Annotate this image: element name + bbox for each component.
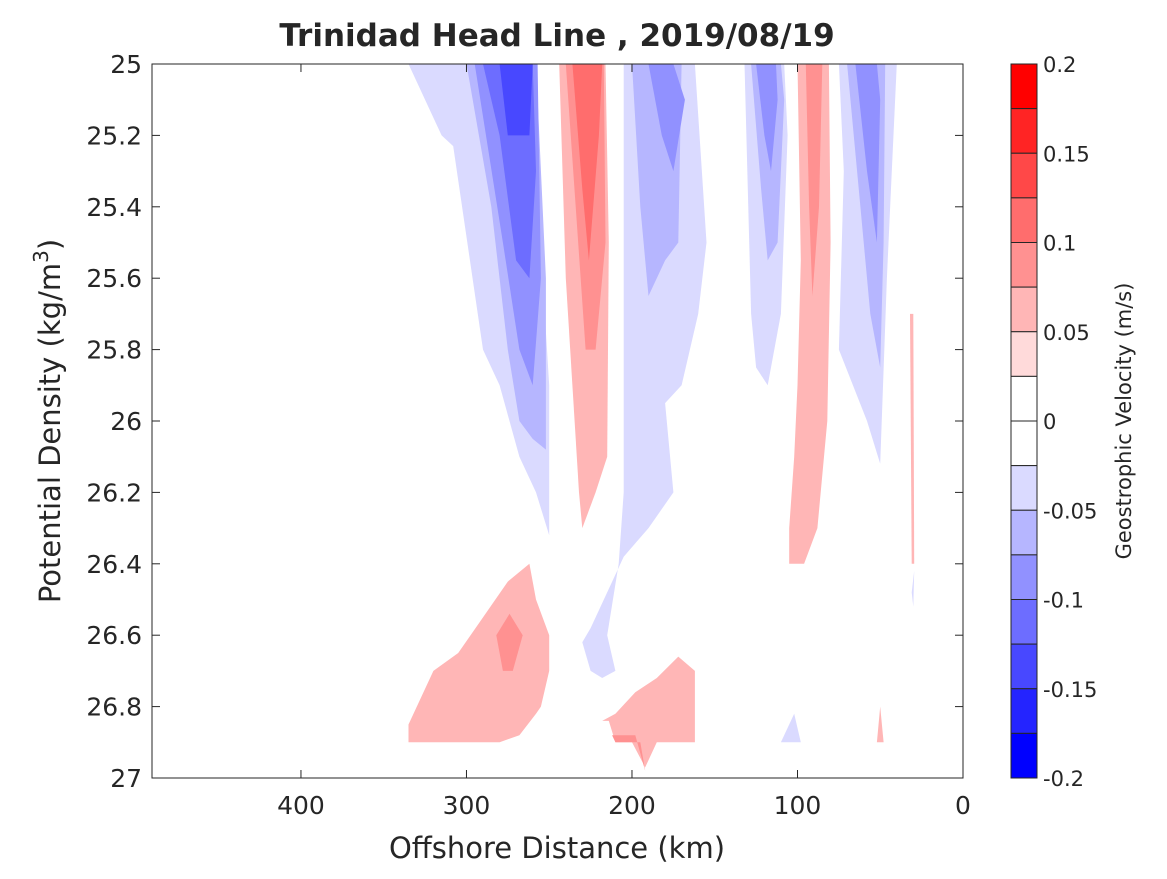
plot-area — [152, 64, 963, 778]
contour-field — [408, 64, 915, 771]
y-tick-label: 27 — [110, 764, 142, 793]
colorbar-segment — [1010, 643, 1038, 690]
colorbar-segment — [1010, 420, 1038, 467]
contour-neg-deep-nearshore — [780, 713, 801, 743]
y-tick-label: 26.6 — [86, 621, 142, 650]
colorbar-tick-label: 0.2 — [1043, 53, 1076, 77]
y-tick-label: 26.8 — [86, 693, 142, 722]
colorbar-tick-label: -0.05 — [1043, 499, 1097, 523]
y-tick-label: 25.2 — [86, 121, 142, 150]
contour-pos-deep-nearshore — [876, 706, 884, 743]
contour-pos-deep-offshore-l1 — [408, 563, 550, 743]
colorbar-segment — [1010, 554, 1038, 600]
x-tick-label: 200 — [608, 791, 656, 820]
colorbar-segment — [1010, 331, 1038, 377]
contour-neg-jet-offshore-l5 — [499, 64, 533, 136]
y-tick-label: 25.8 — [86, 336, 142, 365]
colorbar-segment — [1010, 375, 1038, 422]
x-tick-label: 400 — [277, 791, 325, 820]
contour-neg-nearshore-l3 — [756, 64, 778, 172]
colorbar-segment — [1010, 63, 1038, 110]
colorbar-segment — [1010, 197, 1038, 243]
colorbar-segment — [1010, 242, 1038, 288]
contour-neg-coastal-dot — [911, 570, 915, 607]
contour-pos-deep-offshore-l2 — [496, 613, 523, 671]
x-axis: 400 300 200 100 0 — [277, 64, 971, 820]
colorbar-tick-label: 0.05 — [1043, 321, 1090, 345]
contour-neg-coastal-l3 — [855, 64, 881, 243]
colorbar-tick-label: -0.2 — [1043, 767, 1084, 791]
y-tick-label: 25.6 — [86, 264, 142, 293]
contour-neg-mid-l3 — [648, 64, 685, 172]
y-tick-label: 25.4 — [86, 193, 142, 222]
colorbar-tick-label: 0.15 — [1043, 142, 1090, 166]
contour-pos-jet-offshore-l3 — [572, 64, 603, 261]
colorbar-tick-label: 0.1 — [1043, 232, 1076, 256]
contour-pos-coastal-sliver — [910, 313, 915, 564]
y-axis-label: Potential Density (kg/m3) — [29, 239, 67, 603]
colorbar-segment — [1010, 688, 1038, 734]
colorbar-segment — [1010, 286, 1038, 333]
colorbar-segment — [1010, 599, 1038, 645]
y-tick-label: 26.4 — [86, 550, 142, 579]
contour-pos-nearshore-l2 — [805, 64, 823, 296]
contour-pos-nearshore-l1 — [789, 64, 831, 564]
x-tick-label: 300 — [443, 791, 491, 820]
colorbar-tick-label: -0.15 — [1043, 678, 1097, 702]
chart-title: Trinidad Head Line , 2019/08/19 — [279, 18, 834, 54]
colorbar-label: Geostrophic Velocity (m/s) — [1112, 283, 1136, 560]
colorbar-frame — [1010, 63, 1038, 779]
y-tick-label: 25 — [110, 50, 142, 79]
colorbar-segment — [1010, 108, 1038, 154]
colorbar-tick-label: -0.1 — [1043, 589, 1084, 613]
x-tick-label: 100 — [774, 791, 822, 820]
y-tick-label: 26 — [110, 407, 142, 436]
colorbar-segment — [1010, 509, 1038, 556]
colorbar-tick-label: 0 — [1043, 410, 1056, 434]
x-tick-label: 0 — [955, 791, 971, 820]
colorbar — [1010, 63, 1038, 779]
colorbar-segment — [1010, 465, 1038, 511]
x-axis-label: Offshore Distance (km) — [389, 831, 725, 865]
y-tick-label: 26.2 — [86, 478, 142, 507]
colorbar-ticks: 0.2 0.15 0.1 0.05 0 -0.05 -0.1 -0.15 -0.2 — [1043, 53, 1097, 791]
colorbar-segment — [1010, 152, 1038, 199]
contour-pos-deep-mid-l2 — [612, 735, 646, 771]
y-axis: 25 25.2 25.4 25.6 25.8 26 26.2 26.4 26.6 26.8 27 — [86, 50, 963, 793]
colorbar-segment — [1010, 732, 1038, 779]
